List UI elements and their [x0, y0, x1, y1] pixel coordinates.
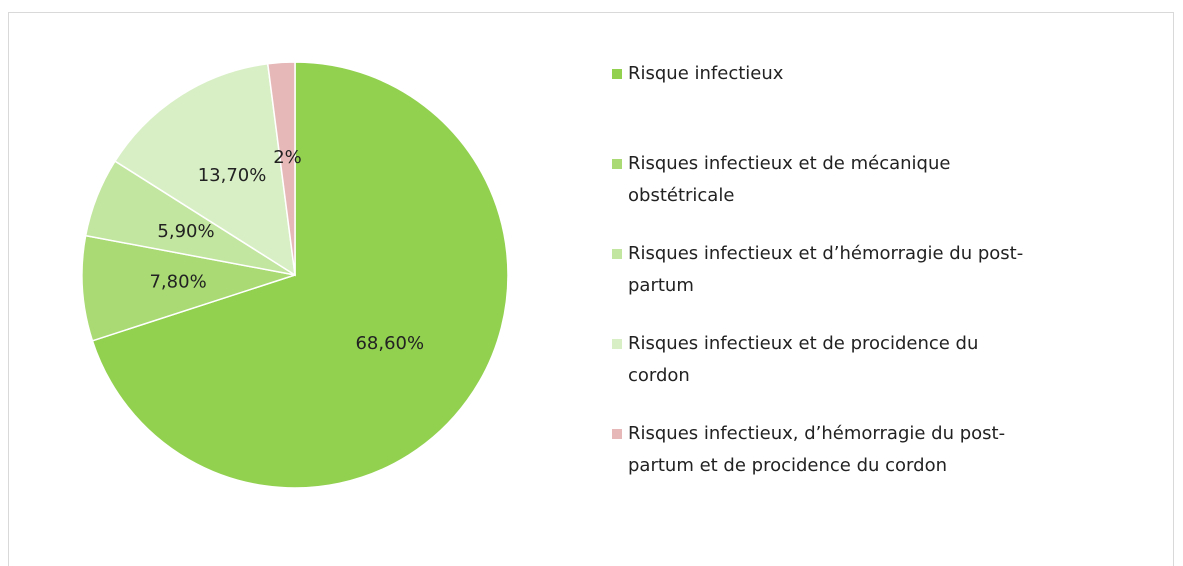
legend-item: Risques infectieux et d’hémorragie du po… [612, 238, 1042, 328]
legend-label: Risques infectieux et de mécanique obsté… [628, 153, 951, 206]
data-label: 68,60% [355, 333, 424, 354]
legend-swatch [612, 159, 622, 169]
legend-item: Risques infectieux et de mécanique obsté… [612, 148, 1042, 238]
legend-label: Risque infectieux [628, 63, 784, 84]
data-label: 7,80% [149, 272, 206, 293]
legend-swatch [612, 429, 622, 439]
pie-slice [91, 61, 509, 489]
legend-label: Risques infectieux, d’hémorragie du post… [628, 423, 1006, 476]
legend-swatch [612, 249, 622, 259]
legend: Risque infectieux Risques infectieux et d… [612, 58, 1042, 508]
data-label: 2% [273, 147, 302, 168]
legend-swatch [612, 69, 622, 79]
legend-item: Risques infectieux, d’hémorragie du post… [612, 418, 1042, 508]
legend-item: Risques infectieux et de procidence du c… [612, 328, 1042, 418]
legend-swatch [612, 339, 622, 349]
legend-label: Risques infectieux et d’hémorragie du po… [628, 243, 1024, 296]
pie-slice [266, 61, 296, 276]
chart-frame [8, 12, 1174, 566]
data-label: 5,90% [157, 221, 214, 242]
pie-slice [81, 234, 296, 342]
legend-item: Risque infectieux [612, 58, 1042, 148]
legend-label: Risques infectieux et de procidence du c… [628, 333, 979, 386]
data-label: 13,70% [198, 165, 267, 186]
pie-slice [113, 62, 296, 277]
